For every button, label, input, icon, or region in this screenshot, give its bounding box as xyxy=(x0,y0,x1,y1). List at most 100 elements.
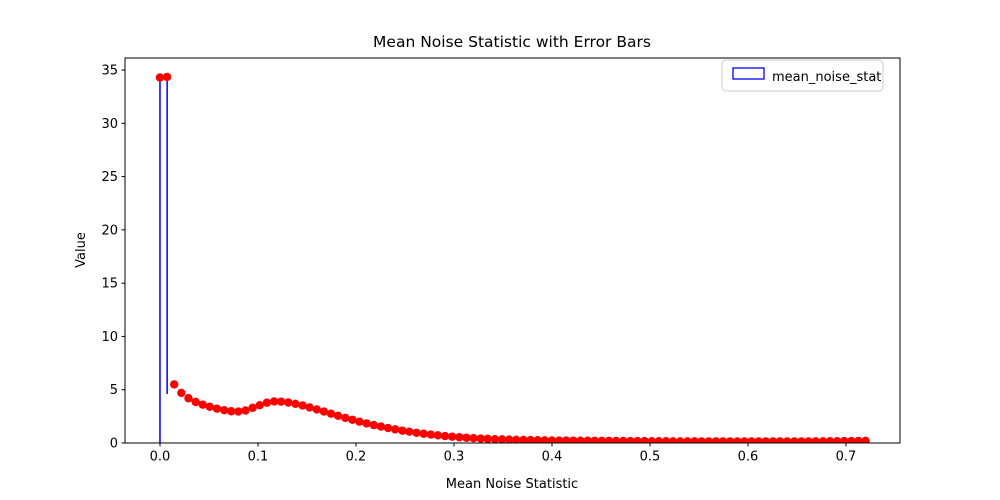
data-point xyxy=(241,406,250,415)
data-point xyxy=(162,72,172,82)
data-point xyxy=(205,402,215,411)
data-point xyxy=(854,436,863,443)
data-point xyxy=(761,437,771,443)
y-tick-label: 25 xyxy=(101,170,118,185)
x-tick-label: 0.2 xyxy=(346,450,367,465)
data-point xyxy=(861,436,870,443)
data-point xyxy=(191,397,200,407)
data-point xyxy=(426,430,436,439)
data-point xyxy=(269,397,279,406)
data-point xyxy=(718,437,728,443)
data-point xyxy=(626,436,635,443)
data-point xyxy=(390,425,400,434)
legend-handle-rect xyxy=(732,67,765,80)
data-point xyxy=(490,434,500,443)
data-point xyxy=(348,415,357,424)
x-tick-label: 0.0 xyxy=(150,450,171,465)
data-point xyxy=(212,404,222,413)
data-point xyxy=(312,405,321,414)
y-tick-label: 10 xyxy=(101,330,118,345)
data-point xyxy=(740,437,749,443)
y-tick-label: 15 xyxy=(101,277,118,292)
data-point xyxy=(597,436,607,443)
data-point xyxy=(840,436,849,443)
data-point xyxy=(783,437,792,443)
data-point xyxy=(376,422,386,431)
data-point xyxy=(319,407,329,416)
data-point xyxy=(547,436,557,443)
data-point xyxy=(797,437,806,443)
data-point xyxy=(476,434,485,443)
data-point xyxy=(640,436,649,443)
data-point xyxy=(362,419,371,428)
data-point xyxy=(768,437,778,443)
data-point xyxy=(583,436,592,443)
data-point xyxy=(676,437,685,443)
data-point xyxy=(790,437,799,443)
data-point xyxy=(227,407,236,416)
data-point xyxy=(505,435,514,443)
data-point xyxy=(733,437,742,443)
data-point xyxy=(333,411,343,421)
data-point xyxy=(234,407,243,416)
data-point xyxy=(704,437,713,443)
data-point xyxy=(341,413,350,423)
y-tick-label: 0 xyxy=(110,437,118,452)
data-point xyxy=(298,401,307,410)
x-tick-label: 0.1 xyxy=(248,450,269,465)
data-point xyxy=(711,437,721,443)
data-point xyxy=(448,432,457,441)
data-point xyxy=(512,435,521,443)
data-point xyxy=(262,398,272,407)
data-point xyxy=(619,436,628,443)
data-point xyxy=(611,436,621,443)
data-point xyxy=(533,436,542,443)
data-point xyxy=(284,398,293,407)
data-point xyxy=(276,397,286,406)
data-point xyxy=(526,435,535,443)
data-point xyxy=(419,429,428,438)
x-tick-label: 0.7 xyxy=(836,450,857,465)
data-point xyxy=(440,431,450,441)
data-point xyxy=(775,437,785,443)
y-tick-label: 30 xyxy=(101,117,118,132)
data-point xyxy=(519,435,528,443)
data-point xyxy=(198,400,207,409)
x-tick-label: 0.5 xyxy=(640,450,661,465)
data-point xyxy=(818,437,828,443)
data-point xyxy=(469,434,478,443)
data-series xyxy=(155,72,870,443)
data-point xyxy=(291,399,300,408)
data-point xyxy=(369,420,379,430)
y-tick-label: 35 xyxy=(101,64,118,79)
data-point xyxy=(255,400,264,410)
data-point xyxy=(169,380,179,389)
y-tick-label: 5 xyxy=(110,383,118,398)
data-point xyxy=(747,437,756,443)
data-point xyxy=(177,388,186,398)
data-point xyxy=(811,437,820,443)
x-tick-label: 0.6 xyxy=(738,450,759,465)
data-point xyxy=(569,436,578,443)
data-point xyxy=(725,437,735,443)
data-point xyxy=(654,436,664,443)
data-point xyxy=(540,436,550,443)
legend-entry-label: mean_noise_stat xyxy=(772,70,881,85)
data-point xyxy=(455,433,464,442)
y-tick-label: 20 xyxy=(101,223,118,238)
data-point xyxy=(219,405,229,415)
data-point xyxy=(754,437,763,443)
data-point xyxy=(462,433,471,442)
axis-ticks: 0.0 0.1 0.2 0.3 0.4 0.5 0.6 0.7 0 5 10 15 20 25 30 35 xyxy=(101,64,856,465)
data-point xyxy=(248,403,257,413)
data-point xyxy=(832,436,842,443)
data-point xyxy=(497,435,507,443)
data-point xyxy=(326,409,336,418)
data-point xyxy=(604,436,614,443)
data-point xyxy=(690,437,699,443)
x-tick-label: 0.4 xyxy=(542,450,563,465)
data-point xyxy=(668,437,678,443)
data-point xyxy=(383,423,393,433)
